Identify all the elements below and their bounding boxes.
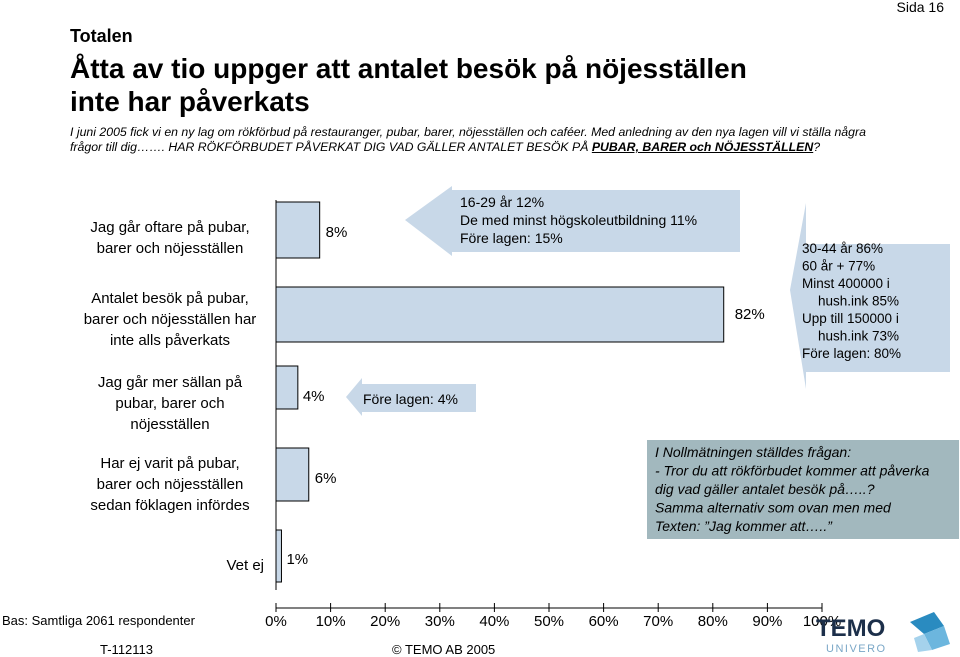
annotation-text: Upp till 150000 i xyxy=(802,311,899,326)
category-label: barer och nöjesställen har xyxy=(84,311,257,328)
x-tick-label: 10% xyxy=(316,613,346,630)
note-box: I Nollmätningen ställdes frågan: - Tror d… xyxy=(647,440,959,539)
value-labels: 8% 82% 4% 6% 1% xyxy=(286,224,764,568)
category-label: nöjesställen xyxy=(130,416,209,433)
value-label: 82% xyxy=(735,306,765,323)
value-label: 4% xyxy=(303,388,325,405)
logo-mark-icon xyxy=(910,612,950,652)
annotation-text: De med minst högskoleutbildning 11% xyxy=(460,212,697,228)
annotation-text: Före lagen: 15% xyxy=(460,230,563,246)
callout-arrow-inte-paverkats xyxy=(790,203,950,389)
note-box-background xyxy=(647,440,959,539)
section-title: Totalen xyxy=(70,26,133,46)
x-axis: 0% 10% 20% 30% 40% 50% 60% 70% 80% 90% 100% xyxy=(265,200,841,630)
note-box-text: Samma alternativ som ovan men med xyxy=(655,500,892,516)
footer-base: Bas: Samtliga 2061 respondenter xyxy=(2,613,195,628)
value-label: 1% xyxy=(286,551,308,568)
annotation-text: Före lagen: 4% xyxy=(363,391,458,407)
x-tick-label: 100% xyxy=(803,613,841,630)
annotation-text: hush.ink 85% xyxy=(818,294,899,309)
intro-text: I juni 2005 fick vi en ny lag om rökförb… xyxy=(70,125,930,155)
x-tick-label: 40% xyxy=(479,613,509,630)
footer-report-id: T-112113 xyxy=(100,642,154,657)
annotation-text: hush.ink 73% xyxy=(818,329,899,344)
x-tick-label: 20% xyxy=(370,613,400,630)
x-tick-label: 70% xyxy=(643,613,673,630)
x-tick-label: 0% xyxy=(265,613,287,630)
x-tick-label: 30% xyxy=(425,613,455,630)
note-box-text: - Tror du att rökförbudet kommer att påv… xyxy=(655,463,930,479)
bar xyxy=(275,286,725,343)
x-tick-label: 60% xyxy=(589,613,619,630)
bar xyxy=(275,201,321,259)
logo-text: TEMO xyxy=(816,615,885,642)
intro-question-end: ? xyxy=(813,140,821,154)
category-label: Vet ej xyxy=(226,557,264,574)
category-label: barer och nöjesställen xyxy=(97,240,244,257)
annotation-text: 60 år + 77% xyxy=(802,259,875,274)
page-title-line-2: inte har påverkats xyxy=(70,86,310,117)
note-box-text: Texten: ”Jag kommer att…..” xyxy=(655,518,833,534)
intro-line-2: frågor till dig……. HAR RÖKFÖRBUDET PÅVER… xyxy=(70,140,930,155)
bar xyxy=(275,447,310,502)
category-label: Antalet besök på pubar, xyxy=(91,290,249,307)
intro-question-emphasis: PUBAR, BARER och NÖJESSTÄLLEN xyxy=(591,140,814,154)
category-labels: Jag går oftare på pubar, barer och nöjess… xyxy=(84,219,264,574)
x-tick-label: 50% xyxy=(534,613,564,630)
category-label: barer och nöjesställen xyxy=(97,476,244,493)
callout-arrow-sallan xyxy=(346,378,476,416)
callout-arrow-oftare xyxy=(405,186,740,256)
bar xyxy=(275,529,282,583)
intro-line-1: I juni 2005 fick vi en ny lag om rökförb… xyxy=(70,125,866,139)
category-label: Jag går oftare på pubar, xyxy=(90,219,249,236)
category-label: inte alls påverkats xyxy=(110,332,230,349)
intro-question: frågor till dig……. HAR RÖKFÖRBUDET PÅVER… xyxy=(70,140,592,154)
category-label: Jag går mer sällan på xyxy=(98,374,243,391)
annotation-text: 16-29 år 12% xyxy=(460,194,544,210)
logo-subtext: UNIVERO xyxy=(826,643,887,655)
footer-copyright: © TEMO AB 2005 xyxy=(392,642,496,657)
category-label: pubar, barer och xyxy=(115,395,224,412)
x-tick-label: 90% xyxy=(752,613,782,630)
annotation-text: 30-44 år 86% xyxy=(802,241,883,256)
annotation-text: Minst 400000 i xyxy=(802,276,890,291)
category-label: Har ej varit på pubar, xyxy=(100,455,239,472)
page-number: Sida 16 xyxy=(896,0,944,15)
annotations: 16-29 år 12% De med minst högskoleutbildn… xyxy=(363,194,901,407)
note-box-text: I Nollmätningen ställdes frågan: xyxy=(655,444,851,460)
page-title: Åtta av tio uppger att antalet besök på … xyxy=(70,52,870,118)
value-label: 8% xyxy=(326,224,348,241)
value-label: 6% xyxy=(315,470,337,487)
callouts xyxy=(346,186,950,416)
annotation-text: Före lagen: 80% xyxy=(802,346,901,361)
temo-logo: TEMO UNIVERO xyxy=(816,612,950,655)
page-title-line-1: Åtta av tio uppger att antalet besök på … xyxy=(70,53,747,84)
x-tick-label: 80% xyxy=(698,613,728,630)
bar xyxy=(275,365,299,410)
note-box-text: dig vad gäller antalet besök på…..? xyxy=(655,481,875,497)
category-label: sedan föklagen infördes xyxy=(90,497,249,514)
